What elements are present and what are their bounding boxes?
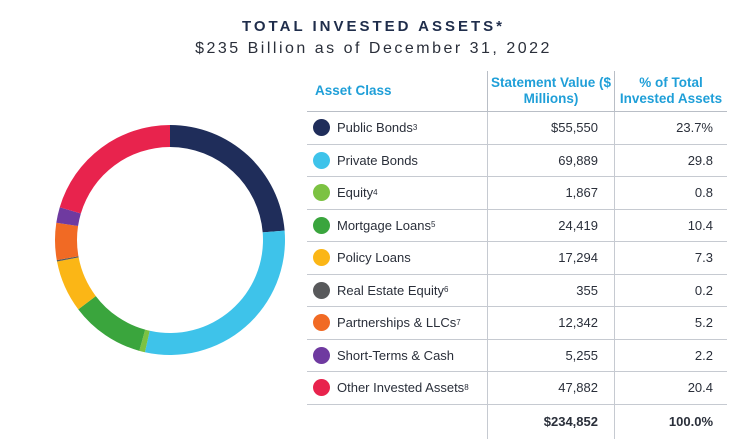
donut-slice: [56, 256, 79, 262]
statement-value-cell: 69,889: [487, 144, 615, 177]
table-row: Private Bonds 69,889 29.8: [307, 144, 727, 177]
donut-slice: [144, 230, 285, 355]
statement-value-cell: 17,294: [487, 241, 615, 275]
statement-value-cell: $55,550: [487, 111, 615, 145]
statement-value-cell: 12,342: [487, 306, 615, 340]
legend-dot-icon: [313, 216, 330, 234]
asset-class-cell: Policy Loans: [307, 241, 488, 275]
legend-dot-icon: [313, 346, 330, 364]
percent-cell: 5.2: [614, 306, 727, 340]
header-asset-class: Asset Class: [307, 71, 488, 112]
statement-value-cell: 24,419: [487, 209, 615, 242]
total-value-cell: $234,852: [487, 404, 615, 439]
chart-subtitle: $235 Billion as of December 31, 2022: [195, 40, 552, 57]
donut-slice: [139, 329, 150, 353]
donut-slice: [56, 207, 81, 227]
donut-slice: [59, 124, 170, 214]
donut-slice: [78, 296, 146, 351]
percent-cell: 7.3: [614, 241, 727, 275]
legend-dot-icon: [313, 249, 330, 267]
asset-class-name: Partnerships & LLCs: [337, 315, 457, 331]
legend-dot-icon: [313, 379, 330, 397]
chart-title: TOTAL INVESTED ASSETS*: [242, 18, 505, 35]
asset-class-cell: Mortgage Loans 5: [307, 209, 488, 242]
table-row: Public Bonds 3 $55,550 23.7%: [307, 111, 727, 145]
asset-class-name: Short-Terms & Cash: [337, 347, 455, 363]
asset-class-cell: Other Invested Assets 8: [307, 371, 488, 405]
asset-class-name: Equity: [337, 185, 374, 201]
statement-value-cell: 1,867: [487, 176, 615, 210]
asset-class-cell: Private Bonds: [307, 144, 488, 177]
legend-dot-icon: [313, 119, 330, 137]
table-row: Partnerships & LLCs 7 12,342 5.2: [307, 306, 727, 340]
donut-chart: [55, 124, 285, 355]
donut-slice: [55, 222, 79, 261]
asset-table: Asset Class Statement Value ($ Millions)…: [307, 71, 727, 439]
asset-class-name: Real Estate Equity: [337, 282, 444, 298]
asset-class-cell: Short-Terms & Cash: [307, 339, 488, 372]
percent-cell: 2.2: [614, 339, 727, 372]
asset-class-cell: Real Estate Equity 6: [307, 274, 488, 307]
donut-slice: [170, 125, 285, 233]
table-header-row: Asset Class Statement Value ($ Millions)…: [307, 71, 727, 112]
percent-cell: 23.7%: [614, 111, 727, 145]
donut-slice: [57, 257, 96, 310]
asset-class-cell: Partnerships & LLCs 7: [307, 306, 488, 340]
statement-value-cell: 355: [487, 274, 615, 307]
statement-value-cell: 5,255: [487, 339, 615, 372]
asset-class-cell: Public Bonds 3: [307, 111, 488, 145]
asset-class-cell: Equity 4: [307, 176, 488, 210]
table-row: Other Invested Assets 8 47,882 20.4: [307, 371, 727, 405]
legend-dot-icon: [313, 281, 330, 299]
asset-class-name: Private Bonds: [337, 152, 418, 168]
table-row: Policy Loans 17,294 7.3: [307, 241, 727, 275]
percent-cell: 0.2: [614, 274, 727, 307]
header-statement-value: Statement Value ($ Millions): [487, 71, 615, 112]
table-row: Short-Terms & Cash 5,255 2.2: [307, 339, 727, 372]
percent-cell: 20.4: [614, 371, 727, 405]
table-row: Real Estate Equity 6 355 0.2: [307, 274, 727, 307]
total-label-cell: [307, 404, 488, 439]
table-row: Mortgage Loans 5 24,419 10.4: [307, 209, 727, 242]
statement-value-cell: 47,882: [487, 371, 615, 405]
percent-cell: 10.4: [614, 209, 727, 242]
percent-cell: 29.8: [614, 144, 727, 177]
legend-dot-icon: [313, 184, 330, 202]
asset-class-name: Policy Loans: [337, 250, 411, 266]
asset-class-name: Other Invested Assets: [337, 380, 465, 396]
total-row: $234,852 100.0%: [307, 404, 727, 439]
total-percent-cell: 100.0%: [614, 404, 727, 439]
percent-cell: 0.8: [614, 176, 727, 210]
legend-dot-icon: [313, 151, 330, 169]
asset-class-name: Public Bonds: [337, 120, 413, 136]
legend-dot-icon: [313, 314, 330, 332]
header-percent-total: % of Total Invested Assets: [614, 71, 727, 112]
asset-class-name: Mortgage Loans: [337, 217, 431, 233]
table-row: Equity 4 1,867 0.8: [307, 176, 727, 210]
